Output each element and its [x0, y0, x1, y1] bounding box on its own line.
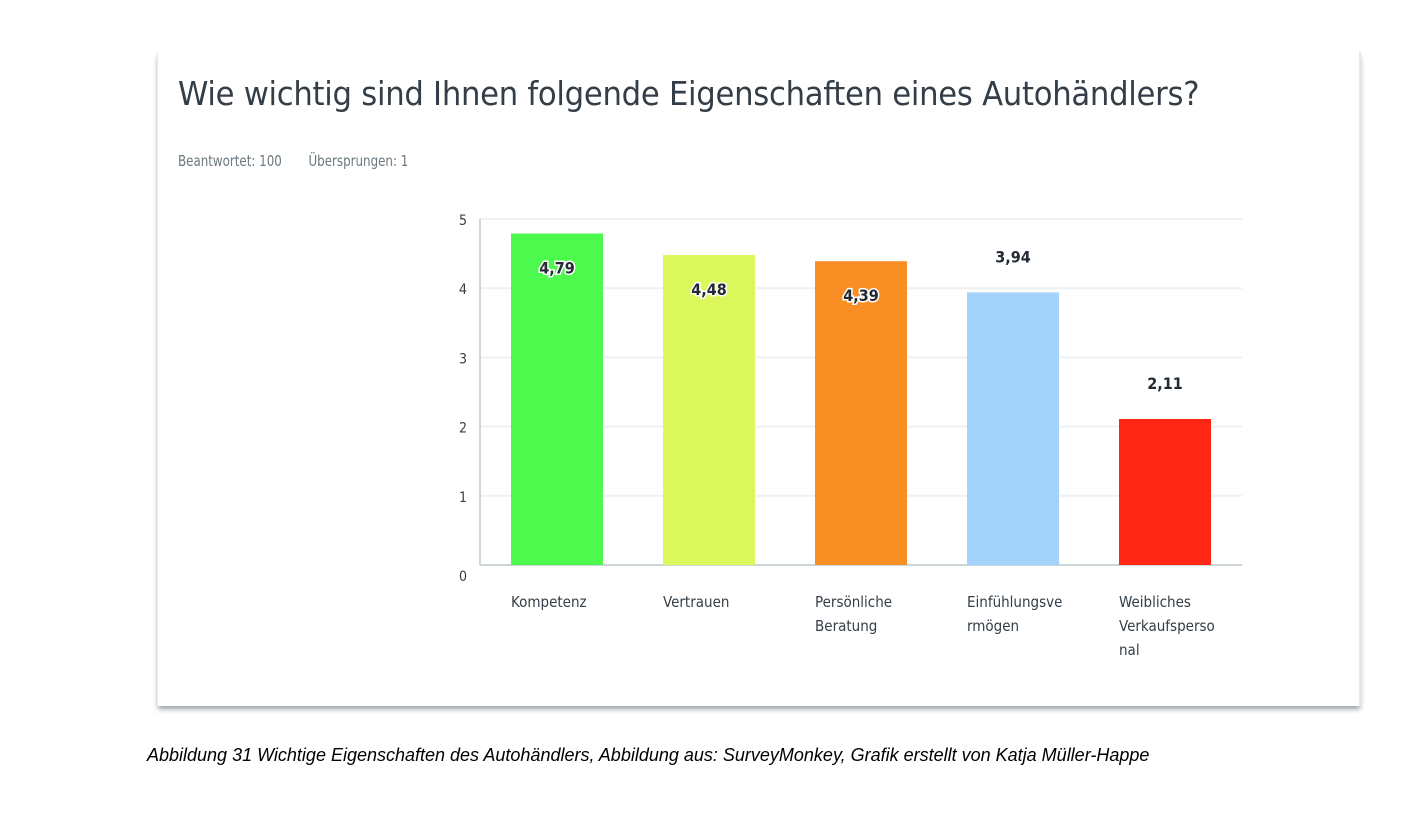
y-tick-label: 2 — [459, 421, 467, 437]
answered-count: Beantwortet: 100 — [178, 152, 282, 170]
x-category-label: Vertrauen — [663, 593, 729, 611]
bar — [967, 292, 1059, 565]
question-title: Wie wichtig sind Ihnen folgende Eigensch… — [178, 74, 1200, 113]
x-category-label: Weibliches — [1119, 593, 1191, 611]
bar — [1119, 418, 1211, 565]
x-category-label: Einfühlungsve — [967, 593, 1062, 611]
y-tick-label: 4 — [459, 282, 467, 298]
x-category-label: Verkaufsperso — [1119, 617, 1215, 635]
x-category-label: Kompetenz — [511, 593, 587, 611]
x-category-label: nal — [1119, 641, 1140, 659]
y-tick-label: 1 — [459, 490, 467, 506]
y-tick-label: 5 — [459, 213, 467, 229]
survey-question-card: Wie wichtig sind Ihnen folgende Eigensch… — [157, 52, 1361, 706]
y-tick-label: 3 — [459, 351, 467, 367]
bar — [663, 254, 755, 565]
y-tick-label: 0 — [459, 569, 467, 585]
bar-value-label: 4,48 — [691, 280, 727, 299]
bar-value-label: 4,39 — [843, 286, 879, 305]
figure-caption: Abbildung 31 Wichtige Eigenschaften des … — [147, 745, 1150, 765]
x-category-label: Persönliche — [815, 593, 892, 611]
bar — [511, 233, 603, 566]
bar — [815, 261, 907, 565]
bar-value-label: 3,94 — [995, 247, 1031, 266]
x-category-label: rmögen — [967, 617, 1019, 635]
bar-value-label: 2,11 — [1147, 374, 1183, 393]
response-stats: Beantwortet: 100 Übersprungen: 1 — [178, 152, 431, 170]
x-category-label: Beratung — [815, 617, 877, 635]
bar-value-label: 4,79 — [539, 259, 575, 278]
skipped-count: Übersprungen: 1 — [308, 152, 409, 170]
